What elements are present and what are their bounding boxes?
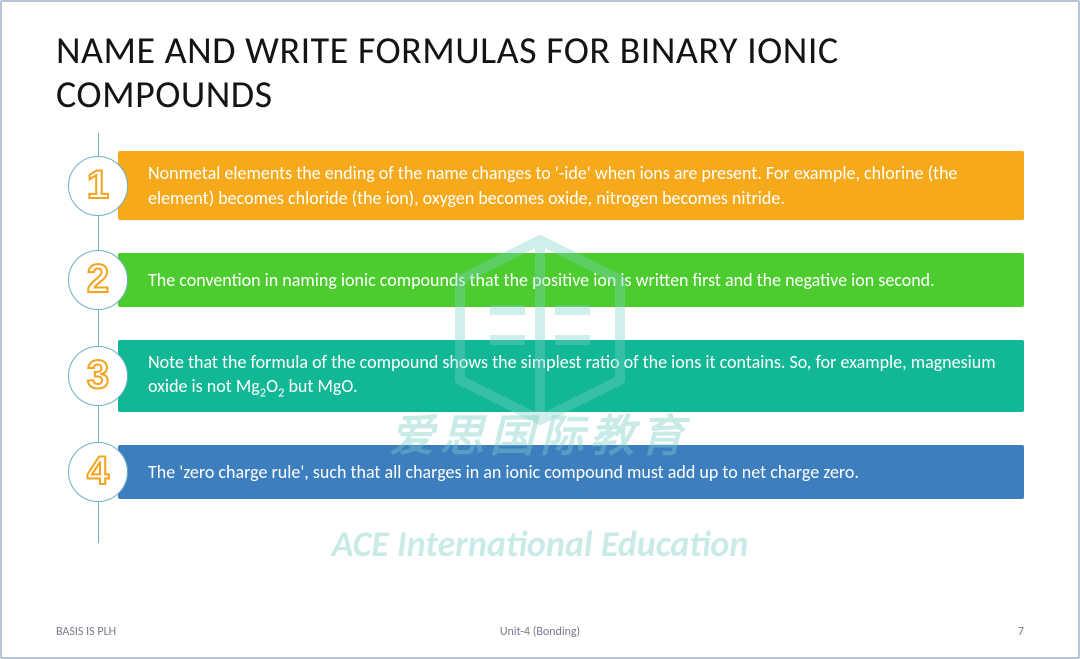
item-number: 2 xyxy=(87,257,109,302)
item-bar: Note that the formula of the compound sh… xyxy=(118,340,1024,412)
list-item: 2 The convention in naming ionic compoun… xyxy=(68,250,1024,310)
item-number: 3 xyxy=(87,353,109,398)
list-item: 3 Note that the formula of the compound … xyxy=(68,340,1024,412)
item-text: Nonmetal elements the ending of the name… xyxy=(148,161,1000,210)
number-circle: 3 xyxy=(68,346,128,406)
item-number: 4 xyxy=(87,449,109,494)
item-text: Note that the formula of the compound sh… xyxy=(148,350,1000,402)
watermark-text-en: ACE International Education xyxy=(332,522,749,566)
slide-title: NAME AND WRITE FORMULAS FOR BINARY IONIC… xyxy=(56,30,1024,117)
slide-footer: BASIS IS PLH Unit-4 (Bonding) 7 xyxy=(2,625,1078,639)
list-item: 1 Nonmetal elements the ending of the na… xyxy=(68,151,1024,220)
item-bar: The convention in naming ionic compounds… xyxy=(118,253,1024,307)
slide-container: NAME AND WRITE FORMULAS FOR BINARY IONIC… xyxy=(0,0,1080,659)
item-text: The convention in naming ionic compounds… xyxy=(148,268,935,292)
number-circle: 4 xyxy=(68,442,128,502)
item-bar: Nonmetal elements the ending of the name… xyxy=(118,151,1024,220)
footer-center: Unit-4 (Bonding) xyxy=(500,625,580,639)
footer-right: 7 xyxy=(1018,625,1024,639)
list-item: 4 The 'zero charge rule', such that all … xyxy=(68,442,1024,502)
item-number: 1 xyxy=(87,163,109,208)
number-circle: 1 xyxy=(68,156,128,216)
numbered-list: 1 Nonmetal elements the ending of the na… xyxy=(68,151,1024,501)
number-circle: 2 xyxy=(68,250,128,310)
footer-left: BASIS IS PLH xyxy=(56,625,116,639)
item-bar: The 'zero charge rule', such that all ch… xyxy=(118,445,1024,499)
item-text: The 'zero charge rule', such that all ch… xyxy=(148,460,859,484)
